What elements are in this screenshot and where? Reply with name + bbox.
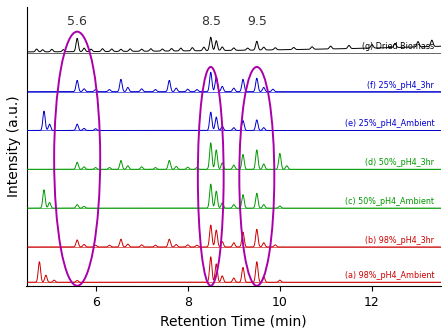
Y-axis label: Intensity (a.u.): Intensity (a.u.) xyxy=(7,95,21,197)
Text: (a) 98%_pH4_Ambient: (a) 98%_pH4_Ambient xyxy=(345,271,434,280)
Text: (g) Dried Biomass: (g) Dried Biomass xyxy=(362,42,434,51)
X-axis label: Retention Time (min): Retention Time (min) xyxy=(160,314,307,328)
Text: (e) 25%_pH4_Ambient: (e) 25%_pH4_Ambient xyxy=(345,119,434,128)
Text: 5.6: 5.6 xyxy=(67,15,87,28)
Text: 9.5: 9.5 xyxy=(247,15,267,28)
Text: (c) 50%_pH4_Ambient: (c) 50%_pH4_Ambient xyxy=(345,197,434,206)
Text: (d) 50%_pH4_3hr: (d) 50%_pH4_3hr xyxy=(365,158,434,167)
Text: 8.5: 8.5 xyxy=(201,15,221,28)
Text: (b) 98%_pH4_3hr: (b) 98%_pH4_3hr xyxy=(365,236,434,245)
Text: (f) 25%_pH4_3hr: (f) 25%_pH4_3hr xyxy=(367,80,434,89)
